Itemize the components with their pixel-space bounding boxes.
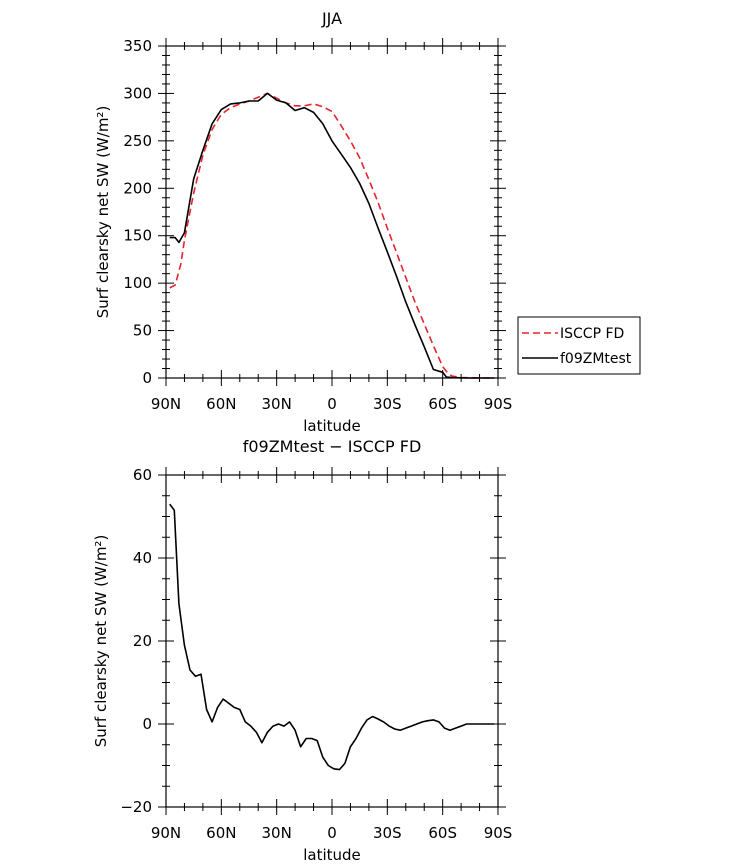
y-tick-label: 40	[133, 549, 152, 567]
x-tick-label: 90N	[151, 824, 181, 842]
series-line-difference	[169, 503, 495, 771]
y-tick-label: 250	[123, 132, 152, 150]
x-tick-label: 90N	[151, 395, 181, 413]
top-plot-frame	[165, 45, 499, 379]
y-tick-label: 150	[123, 227, 152, 245]
y-tick-label: −20	[120, 798, 152, 816]
top-chart-title: JJA	[321, 9, 342, 28]
bottom-chart-title: f09ZMtest − ISCCP FD	[243, 437, 422, 456]
x-tick-label: 90S	[484, 824, 513, 842]
y-tick-label: 0	[142, 369, 152, 387]
legend-box	[517, 316, 641, 375]
y-tick-label: 200	[123, 179, 152, 197]
top-y-axis: 0 50 100 150 200 250 300 350	[123, 37, 506, 387]
bottom-plot-frame	[165, 474, 499, 808]
x-tick-label: 30S	[373, 395, 402, 413]
y-tick-label: 0	[142, 715, 152, 733]
top-panel: JJA 0 50 100 150 200 250 300 350 90N 60N 30N 0 30S 6…	[94, 9, 641, 435]
bottom-panel: f09ZMtest − ISCCP FD −20 0 20 40 60 90N 60N 30…	[92, 437, 512, 864]
bottom-series-lines	[169, 503, 495, 771]
y-tick-label: 350	[123, 37, 152, 55]
bottom-y-axis: −20 0 20 40 60	[120, 466, 506, 816]
x-tick-label: 30N	[262, 824, 292, 842]
x-tick-label: 60N	[206, 824, 236, 842]
x-tick-label: 90S	[484, 395, 513, 413]
top-x-axis-label: latitude	[303, 417, 361, 435]
top-y-axis-label: Surf clearsky net SW (W/m²)	[94, 106, 112, 319]
x-tick-label: 60S	[428, 824, 457, 842]
y-tick-label: 50	[133, 322, 152, 340]
series-line-f09zmtest	[169, 92, 495, 379]
bottom-x-axis-label: latitude	[303, 846, 361, 864]
x-tick-label: 60N	[206, 395, 236, 413]
y-tick-label: 100	[123, 274, 152, 292]
bottom-y-axis-label: Surf clearsky net SW (W/m²)	[92, 535, 110, 748]
bottom-x-axis: 90N 60N 30N 0 30S 60S 90S	[151, 467, 512, 842]
legend-label-f09zmtest: f09ZMtest	[560, 351, 632, 367]
legend-label-isccp-fd: ISCCP FD	[560, 326, 624, 342]
x-tick-label: 30S	[373, 824, 402, 842]
x-tick-label: 30N	[262, 395, 292, 413]
y-tick-label: 20	[133, 632, 152, 650]
x-tick-label: 0	[327, 824, 337, 842]
x-tick-label: 0	[327, 395, 337, 413]
top-series-lines	[169, 92, 495, 379]
top-x-axis: 90N 60N 30N 0 30S 60S 90S	[151, 38, 512, 413]
y-tick-label: 300	[123, 84, 152, 102]
x-tick-label: 60S	[428, 395, 457, 413]
series-line-isccp-fd	[169, 92, 495, 379]
legend: ISCCP FD f09ZMtest	[517, 316, 641, 375]
y-tick-label: 60	[133, 466, 152, 484]
